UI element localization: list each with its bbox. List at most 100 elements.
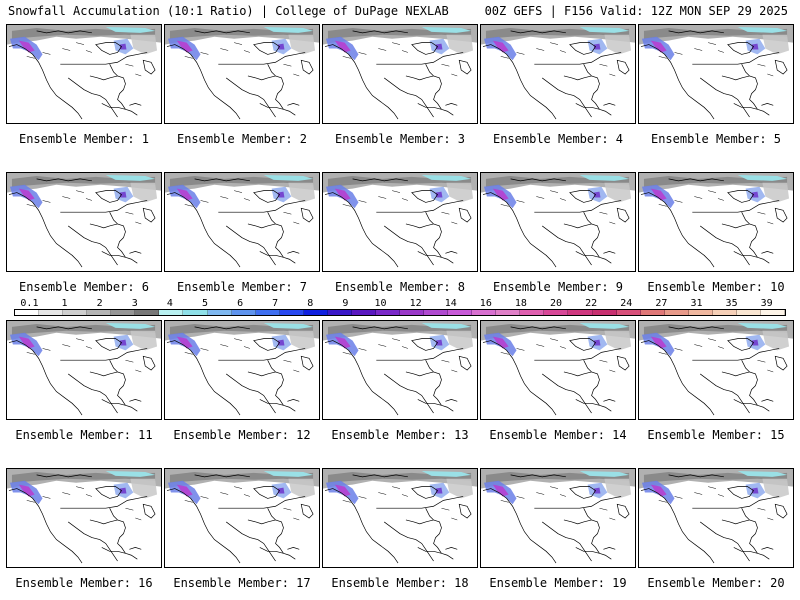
ensemble-member-label: Ensemble Member: 11 bbox=[15, 428, 153, 442]
color-scale-tick-label: 3 bbox=[131, 298, 138, 309]
ensemble-member-label: Ensemble Member: 15 bbox=[647, 428, 785, 442]
north-america-map bbox=[7, 25, 161, 123]
color-scale-segment bbox=[375, 310, 400, 315]
north-america-map bbox=[639, 173, 793, 271]
color-scale-tick-label: 9 bbox=[342, 298, 349, 309]
snowfall-map bbox=[322, 172, 478, 272]
ensemble-member-label: Ensemble Member: 19 bbox=[489, 576, 627, 590]
ensemble-member-label: Ensemble Member: 8 bbox=[334, 280, 466, 294]
color-scale-segment bbox=[255, 310, 280, 315]
color-scale-segment bbox=[351, 310, 376, 315]
ensemble-panel: Ensemble Member: 9 bbox=[480, 172, 636, 294]
north-america-map bbox=[639, 321, 793, 419]
ensemble-member-label: Ensemble Member: 1 bbox=[18, 132, 150, 146]
ensemble-panel-grid: Ensemble Member: 1 Ensemble Member: 2 bbox=[6, 24, 794, 600]
color-scale-tick-label: 39 bbox=[760, 298, 773, 309]
north-america-map bbox=[323, 321, 477, 419]
north-america-map bbox=[481, 173, 635, 271]
ensemble-panel: Ensemble Member: 12 bbox=[164, 320, 320, 442]
ensemble-panel: Ensemble Member: 3 bbox=[322, 24, 478, 146]
ensemble-panel: Ensemble Member: 2 bbox=[164, 24, 320, 146]
color-scale-tick-label: 35 bbox=[725, 298, 738, 309]
snowfall-map bbox=[164, 24, 320, 124]
north-america-map bbox=[639, 469, 793, 567]
snowfall-map bbox=[638, 172, 794, 272]
color-scale-tick-label: 27 bbox=[655, 298, 668, 309]
snowfall-map bbox=[164, 468, 320, 568]
color-scale-segment bbox=[544, 310, 569, 315]
north-america-map bbox=[481, 469, 635, 567]
snowfall-map bbox=[638, 320, 794, 420]
map-title: Snowfall Accumulation (10:1 Ratio) | Col… bbox=[8, 4, 449, 18]
ensemble-panel: Ensemble Member: 15 bbox=[638, 320, 794, 442]
snowfall-map bbox=[638, 468, 794, 568]
north-america-map bbox=[323, 469, 477, 567]
ensemble-panel: Ensemble Member: 11 bbox=[6, 320, 162, 442]
color-scale-tick-label: 16 bbox=[479, 298, 492, 309]
color-scale-segment bbox=[231, 310, 256, 315]
color-scale-segment bbox=[424, 310, 449, 315]
ensemble-member-label: Ensemble Member: 4 bbox=[492, 132, 624, 146]
ensemble-panel: Ensemble Member: 14 bbox=[480, 320, 636, 442]
color-scale-tick-label: 20 bbox=[550, 298, 563, 309]
ensemble-member-label: Ensemble Member: 9 bbox=[492, 280, 624, 294]
ensemble-member-label: Ensemble Member: 12 bbox=[173, 428, 311, 442]
snowfall-map bbox=[6, 320, 162, 420]
color-scale-tick-label: 8 bbox=[307, 298, 314, 309]
north-america-map bbox=[481, 321, 635, 419]
ensemble-member-label: Ensemble Member: 5 bbox=[650, 132, 782, 146]
snowfall-map bbox=[6, 172, 162, 272]
color-scale-segment bbox=[472, 310, 497, 315]
snowfall-map bbox=[322, 320, 478, 420]
ensemble-member-label: Ensemble Member: 18 bbox=[331, 576, 469, 590]
ensemble-panel: Ensemble Member: 5 bbox=[638, 24, 794, 146]
color-scale-tick-label: 18 bbox=[514, 298, 527, 309]
color-scale-segment bbox=[279, 310, 304, 315]
north-america-map bbox=[7, 321, 161, 419]
color-scale-segment bbox=[520, 310, 545, 315]
color-scale-tick-label: 31 bbox=[690, 298, 703, 309]
color-scale-segment bbox=[592, 310, 617, 315]
color-scale-segment bbox=[327, 310, 352, 315]
ensemble-member-label: Ensemble Member: 14 bbox=[489, 428, 627, 442]
ensemble-panel: Ensemble Member: 17 bbox=[164, 468, 320, 590]
snowfall-map bbox=[6, 24, 162, 124]
color-scale-segment bbox=[87, 310, 112, 315]
snowfall-map bbox=[480, 468, 636, 568]
ensemble-panel: Ensemble Member: 16 bbox=[6, 468, 162, 590]
snowfall-map bbox=[164, 320, 320, 420]
ensemble-panel: Ensemble Member: 1 bbox=[6, 24, 162, 146]
color-scale-segment bbox=[760, 310, 785, 315]
north-america-map bbox=[639, 25, 793, 123]
ensemble-member-label: Ensemble Member: 16 bbox=[15, 576, 153, 590]
color-scale-segment bbox=[712, 310, 737, 315]
north-america-map bbox=[165, 321, 319, 419]
color-scale-segment bbox=[111, 310, 136, 315]
north-america-map bbox=[165, 173, 319, 271]
ensemble-panel: Ensemble Member: 8 bbox=[322, 172, 478, 294]
ensemble-panel: Ensemble Member: 6 bbox=[6, 172, 162, 294]
snowfall-map bbox=[322, 468, 478, 568]
ensemble-member-label: Ensemble Member: 3 bbox=[334, 132, 466, 146]
color-scale-segment bbox=[63, 310, 88, 315]
ensemble-panel: Ensemble Member: 20 bbox=[638, 468, 794, 590]
color-scale-segment bbox=[159, 310, 184, 315]
snowfall-map bbox=[480, 320, 636, 420]
snowfall-map bbox=[480, 24, 636, 124]
color-scale-segment bbox=[640, 310, 665, 315]
color-scale-segment bbox=[568, 310, 593, 315]
ensemble-panel: Ensemble Member: 18 bbox=[322, 468, 478, 590]
color-scale-bar bbox=[14, 309, 786, 316]
color-scale-tick-label: 1 bbox=[61, 298, 68, 309]
color-scale-tick-label: 0.1 bbox=[20, 298, 39, 309]
color-scale-segment bbox=[664, 310, 689, 315]
color-scale-tick-label: 7 bbox=[272, 298, 279, 309]
color-scale-tick-label: 6 bbox=[237, 298, 244, 309]
snowfall-map bbox=[6, 468, 162, 568]
color-scale-tick-label: 22 bbox=[585, 298, 598, 309]
ensemble-member-label: Ensemble Member: 20 bbox=[647, 576, 785, 590]
snowfall-map bbox=[480, 172, 636, 272]
snowfall-map bbox=[638, 24, 794, 124]
color-scale-tick-label: 24 bbox=[620, 298, 633, 309]
ensemble-panel: Ensemble Member: 4 bbox=[480, 24, 636, 146]
